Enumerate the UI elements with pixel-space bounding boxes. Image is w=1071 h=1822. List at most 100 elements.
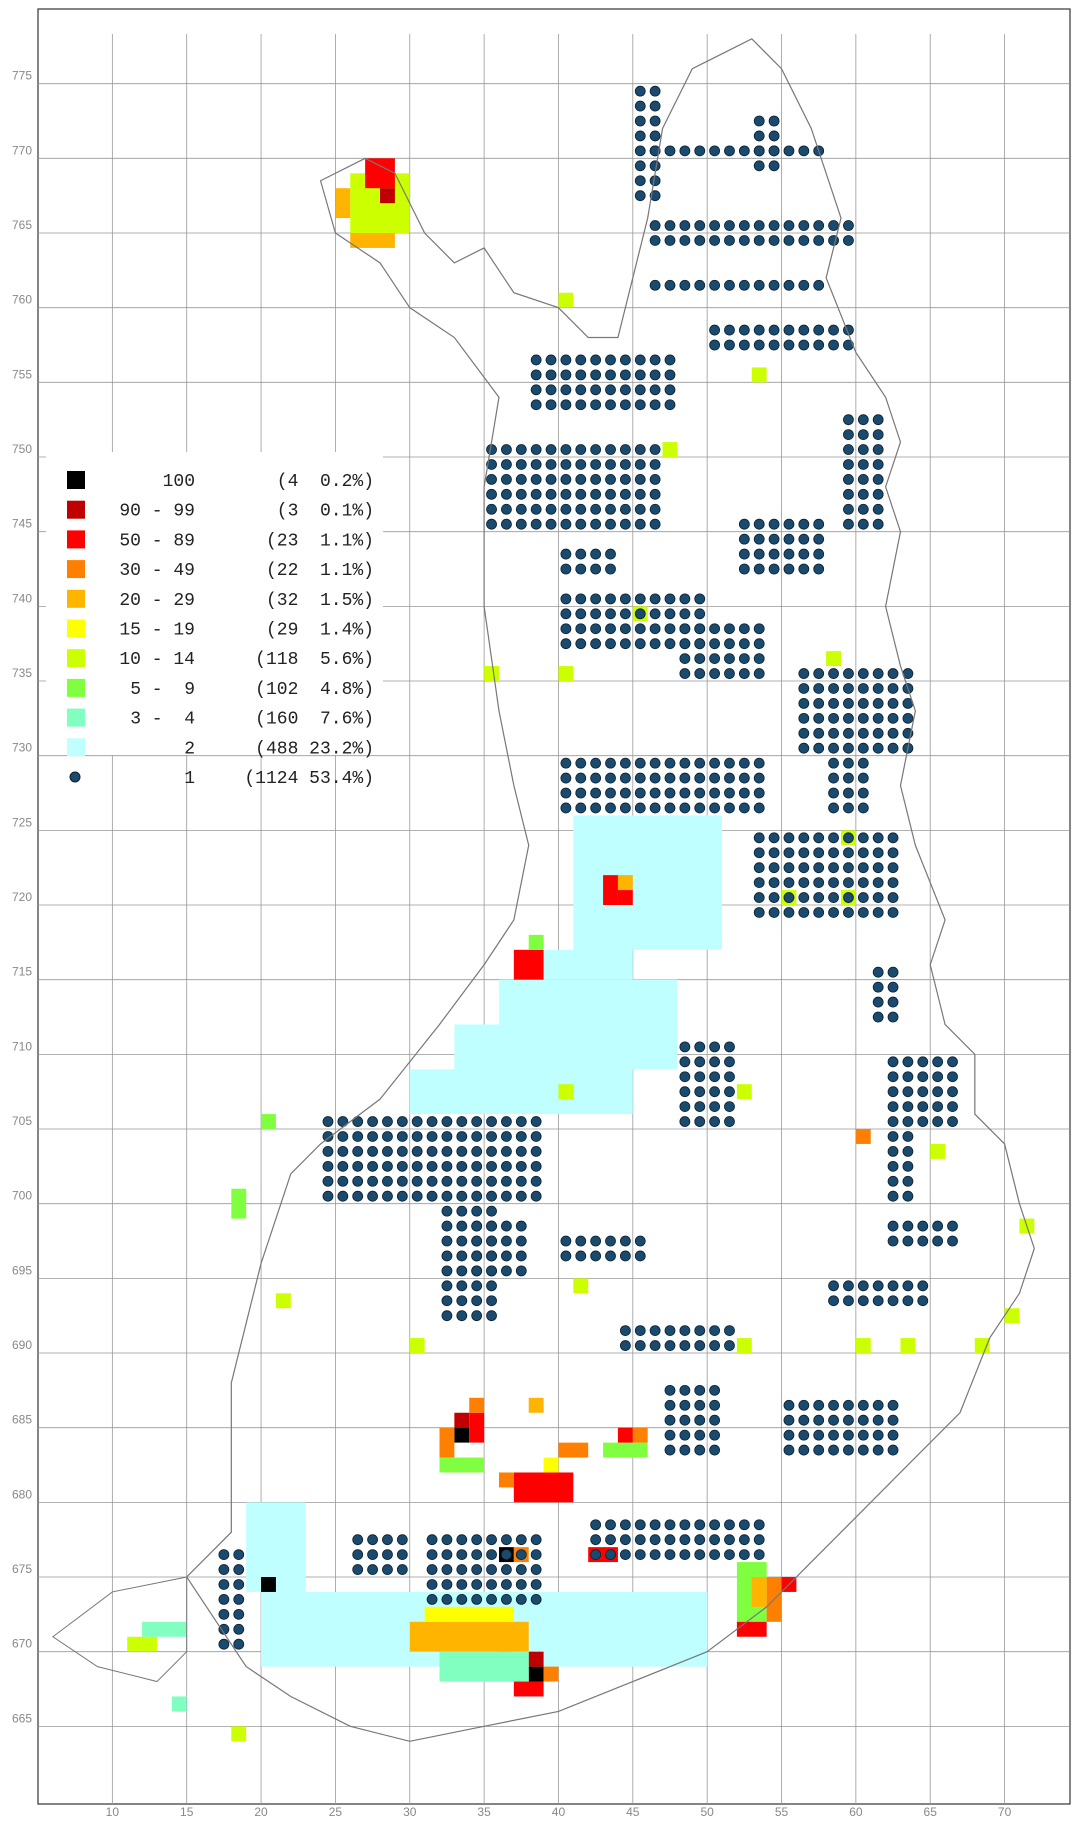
dot: [843, 712, 854, 724]
dot: [694, 1101, 706, 1113]
dot: [486, 459, 497, 470]
legend-swatch: [67, 589, 85, 608]
dot: [575, 444, 587, 455]
dot: [902, 712, 914, 724]
dot: [813, 698, 825, 709]
dot: [724, 1519, 735, 1531]
dot: [560, 399, 572, 411]
dot: [857, 1280, 869, 1292]
dot: [798, 683, 810, 694]
dot: [947, 1116, 958, 1127]
dot: [813, 339, 825, 351]
dot: [843, 444, 854, 455]
cell: [275, 1293, 291, 1309]
dot: [382, 1175, 393, 1187]
dot: [501, 1131, 512, 1142]
dot: [471, 1131, 483, 1142]
dot: [590, 1549, 602, 1561]
dot: [709, 1414, 720, 1426]
dot: [798, 668, 810, 679]
dot: [917, 1116, 929, 1127]
dot: [724, 1325, 735, 1337]
dot: [501, 1146, 512, 1157]
dot: [426, 1594, 438, 1605]
dot: [768, 548, 780, 560]
legend: 100 (4 0.2%) 90 - 99 (3 0.1%) 50 - 89 (23 1.1…: [46, 452, 383, 789]
dot: [471, 1265, 483, 1277]
dot: [872, 474, 884, 485]
dot: [768, 533, 780, 545]
dot: [828, 742, 839, 754]
dot: [902, 1220, 914, 1232]
cell: [617, 875, 633, 891]
dot: [798, 1399, 810, 1411]
cell: [439, 1651, 529, 1682]
dot: [694, 787, 706, 799]
legend-range: 5 - 9: [130, 680, 195, 700]
dot: [694, 1041, 706, 1053]
dot: [352, 1534, 364, 1546]
legend-info: (29 1.4%): [266, 621, 374, 641]
cell: [855, 1338, 871, 1354]
dot: [724, 802, 735, 814]
dot: [843, 1399, 854, 1411]
dot: [857, 802, 869, 814]
cell: [380, 188, 395, 204]
dot: [872, 488, 884, 500]
dot: [724, 1071, 735, 1083]
dot: [367, 1160, 378, 1172]
dot: [501, 474, 512, 485]
dot: [634, 593, 646, 605]
dot: [813, 1429, 825, 1441]
dot: [545, 474, 557, 485]
dot: [843, 220, 854, 231]
dot: [783, 324, 795, 336]
dot: [843, 1414, 854, 1426]
dot: [664, 235, 676, 246]
dot: [709, 1325, 720, 1337]
dot: [605, 444, 616, 455]
dot: [872, 832, 884, 844]
dot: [545, 488, 557, 500]
dot: [917, 1220, 929, 1232]
cell: [528, 1666, 544, 1682]
dot: [545, 354, 557, 366]
dot: [486, 1146, 497, 1157]
dot: [947, 1086, 958, 1098]
y-tick-label: 710: [12, 1039, 32, 1053]
dot: [679, 1086, 691, 1098]
dot: [828, 668, 839, 679]
dot: [575, 548, 587, 560]
dot: [471, 1205, 483, 1217]
dot: [887, 1295, 899, 1307]
dot: [664, 220, 676, 231]
dot: [590, 563, 602, 575]
dot: [828, 727, 839, 739]
dot: [872, 503, 884, 515]
dot: [649, 444, 661, 455]
dot: [917, 1280, 929, 1292]
dot: [872, 518, 884, 530]
dot: [367, 1175, 378, 1187]
dot: [634, 474, 646, 485]
dot: [233, 1579, 245, 1590]
cell: [736, 1621, 767, 1637]
dot: [619, 608, 631, 620]
cell: [751, 1577, 767, 1607]
dot: [530, 384, 542, 396]
dot: [441, 1549, 453, 1561]
dot: [619, 623, 631, 635]
dot: [738, 653, 750, 665]
dot: [694, 1444, 706, 1456]
dot: [828, 1399, 839, 1411]
dot: [352, 1564, 364, 1575]
dot: [575, 623, 587, 635]
dot: [932, 1101, 944, 1113]
cell: [350, 233, 395, 248]
dot: [709, 1519, 720, 1531]
dot: [634, 354, 646, 366]
dot: [619, 459, 631, 470]
dot: [887, 1131, 899, 1142]
legend-range: 20 - 29: [119, 591, 195, 611]
dot: [843, 877, 854, 889]
